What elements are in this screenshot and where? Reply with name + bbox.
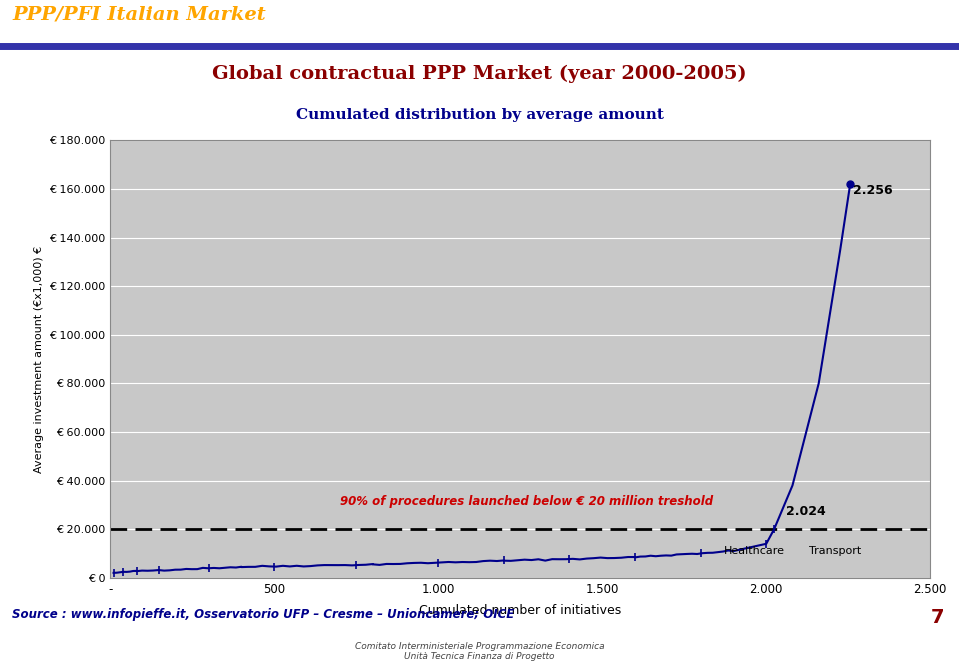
Text: Cumulated distribution by average amount: Cumulated distribution by average amount	[295, 108, 664, 122]
Y-axis label: Average investment amount (€x1,000) €: Average investment amount (€x1,000) €	[34, 245, 43, 473]
Text: Healthcare: Healthcare	[724, 546, 784, 556]
Text: PPP/PFI Italian Market: PPP/PFI Italian Market	[12, 5, 267, 23]
X-axis label: Cumulated number of initiatives: Cumulated number of initiatives	[419, 604, 621, 617]
Text: 7: 7	[931, 609, 945, 627]
Text: Transport: Transport	[808, 546, 861, 556]
Text: Source : www.infopieffe.it, Osservatorio UFP – Cresme – Unioncamere; OICE: Source : www.infopieffe.it, Osservatorio…	[12, 608, 515, 621]
Text: 2.024: 2.024	[786, 504, 826, 518]
Text: 90% of procedures launched below € 20 million treshold: 90% of procedures launched below € 20 mi…	[339, 495, 713, 508]
Text: 2.256: 2.256	[854, 184, 893, 197]
Text: Global contractual PPP Market (year 2000-2005): Global contractual PPP Market (year 2000…	[212, 64, 747, 83]
Text: Comitato Interministeriale Programmazione Economica
Unità Tecnica Finanza di Pro: Comitato Interministeriale Programmazion…	[355, 641, 604, 661]
